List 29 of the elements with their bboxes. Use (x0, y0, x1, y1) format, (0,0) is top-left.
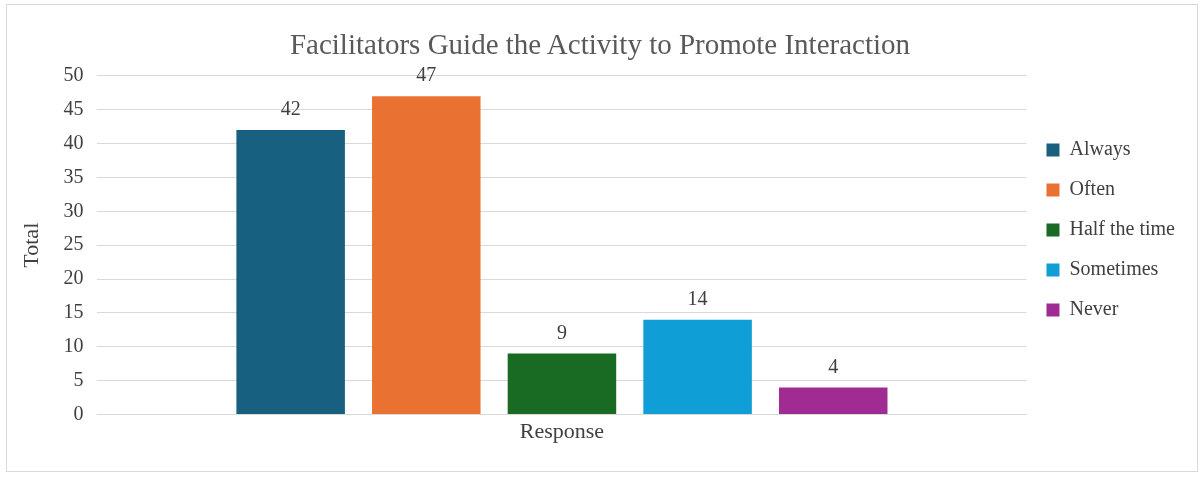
bar (236, 130, 345, 415)
y-tick-label: 0 (73, 401, 84, 424)
data-label: 47 (416, 63, 437, 86)
data-label: 42 (280, 97, 301, 120)
bar (643, 319, 752, 415)
legend-label: Often (1069, 177, 1116, 200)
y-tick-label: 30 (63, 198, 84, 221)
y-tick-label: 35 (63, 164, 84, 187)
y-tick-label: 15 (63, 300, 84, 323)
y-tick-label: 40 (63, 130, 84, 153)
bar (372, 96, 481, 415)
legend-label: Always (1069, 137, 1131, 161)
data-label: 4 (828, 354, 839, 377)
legend-label: Sometimes (1069, 257, 1159, 280)
y-tick-label: 5 (73, 367, 84, 390)
legend-label: Half the time (1069, 217, 1176, 240)
legend-label: Never (1069, 297, 1119, 320)
y-tick-label: 50 (63, 63, 84, 86)
data-label: 9 (556, 320, 567, 343)
chart-title: Facilitators Guide the Activity to Promote Interaction (289, 28, 911, 61)
bar (507, 353, 617, 415)
x-tick-label: Response (519, 417, 605, 443)
y-tick-label: 10 (63, 334, 84, 357)
y-tick-label: 45 (63, 96, 84, 119)
data-label: 14 (687, 286, 708, 309)
y-tick-label: 25 (63, 232, 84, 255)
bar (778, 387, 888, 415)
y-axis-title: Total (17, 222, 43, 268)
y-tick-label: 20 (63, 266, 84, 289)
